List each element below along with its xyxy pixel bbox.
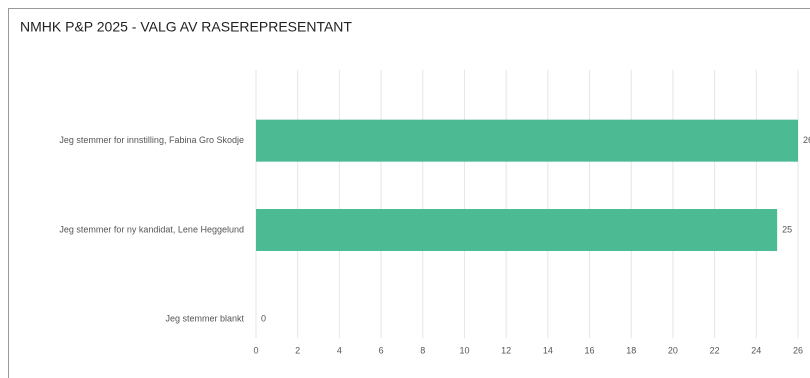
x-tick-label: 0 [253,345,258,355]
x-tick-label: 4 [337,345,342,355]
card-border [8,8,810,378]
bar [256,209,778,251]
data-label: 25 [782,224,792,234]
x-tick-label: 2 [295,345,300,355]
y-tick-label: Jeg stemmer for ny kandidat, Lene Heggel… [59,224,244,234]
y-tick-label: Jeg stemmer blankt [165,314,244,324]
x-tick-label: 20 [668,345,678,355]
x-tick-label: 12 [501,345,511,355]
data-label: 0 [261,314,266,324]
data-label: 26 [803,135,810,145]
x-tick-label: 10 [459,345,469,355]
x-tick-label: 18 [626,345,636,355]
chart-title: NMHK P&P 2025 - VALG AV RASEREPRESENTANT [20,19,352,35]
x-tick-label: 8 [420,345,425,355]
x-tick-label: 22 [710,345,720,355]
x-tick-label: 24 [751,345,761,355]
x-tick-label: 14 [543,345,553,355]
x-tick-label: 16 [585,345,595,355]
x-tick-label: 26 [793,345,803,355]
bar [256,119,798,162]
x-tick-label: 6 [379,345,384,355]
y-tick-label: Jeg stemmer for innstilling, Fabina Gro … [59,135,244,145]
